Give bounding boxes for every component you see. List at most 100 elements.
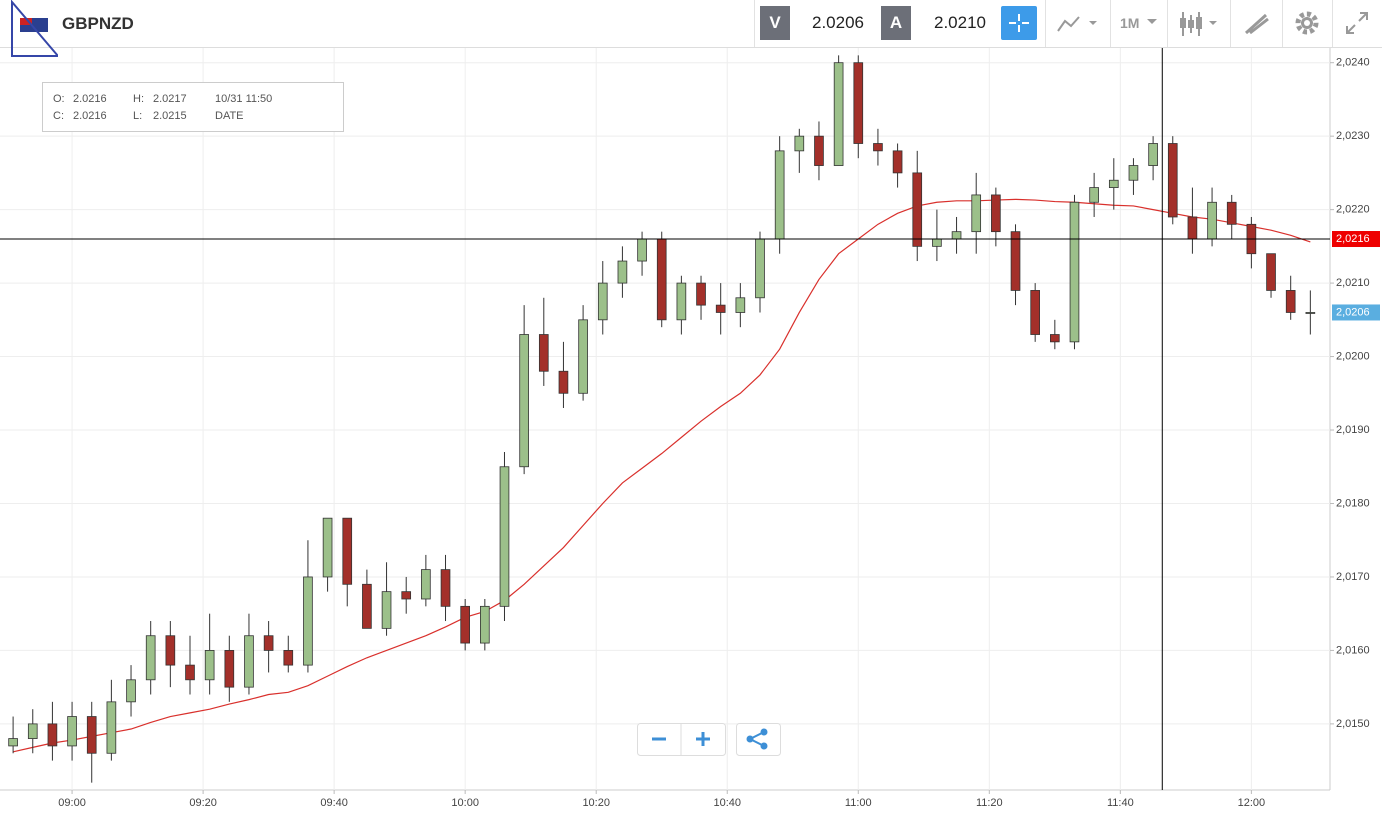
candle-body [1266,253,1276,291]
high-value: 2.0217 [153,93,187,105]
x-tick-label: 11:00 [845,797,872,809]
zoom-in-button[interactable] [696,732,710,746]
bid-label: V [760,6,790,40]
candle-body [440,569,451,607]
high-label: H: [133,93,144,105]
symbol: GBPNZD [62,14,134,33]
candle-body [578,319,588,394]
y-tick-label: 2,0220 [1336,204,1370,216]
candle-body [735,297,746,313]
low-value: 2.0215 [153,110,187,122]
candle-body [1030,290,1040,335]
candle-body [833,62,844,166]
candle-body [401,591,412,600]
candle-body [1305,312,1316,314]
x-tick-label: 09:00 [58,797,86,809]
candle-body [1128,165,1139,181]
candle-body [8,738,18,747]
candle-body [696,282,706,306]
chart-type-button[interactable] [1055,9,1105,39]
close-label: C: [53,110,64,122]
candle-body [303,576,313,666]
y-tick-label: 2,0210 [1336,277,1370,289]
candle-body [106,701,117,754]
candle-body [1108,179,1119,188]
x-tick-label: 11:40 [1107,797,1134,809]
candle-body [774,150,785,240]
candle-body [597,282,608,321]
candle-body [224,650,235,688]
crosshair-price-box [1332,231,1380,248]
candle-body [892,150,903,174]
close-value: 2.0216 [73,110,107,122]
y-tick-label: 2,0160 [1336,644,1370,656]
candle-body [1187,216,1198,240]
candle-body [617,260,628,284]
candle-body [794,135,805,152]
bid-price[interactable]: 2.0206 [812,13,864,32]
candle-body [460,605,470,644]
date-label: DATE [215,110,244,122]
ohlc-info: O: 2.0216 H: 2.0217 10/31 11:50 C: 2.021… [42,82,344,132]
y-tick-label: 2,0240 [1336,57,1370,69]
y-tick-label: 2,0150 [1336,718,1370,730]
ask-price[interactable]: 2.0210 [934,13,986,32]
open-label: O: [53,93,65,105]
candle-body [814,135,824,166]
candle-body [185,664,195,681]
candle-body [204,650,215,681]
x-tick-label: 09:20 [189,797,217,809]
candle-body [971,194,982,233]
candle-body [912,172,923,247]
flag-icon [11,0,58,57]
candle-body [755,238,765,299]
y-tick-label: 2,0190 [1336,424,1370,436]
candle-body [86,716,97,754]
x-tick-label: 10:00 [451,797,479,809]
candle-body [283,650,294,666]
candle-body [1167,143,1178,218]
candle-body [145,635,156,681]
candle-body [1207,201,1217,240]
candle-body [519,334,529,468]
candle-body [381,591,392,629]
toolbar: GBPNZD V 2.0206 A 2.0210 1M [0,0,1382,57]
candle-body [932,238,942,247]
period-button[interactable]: 1M [1120,15,1140,31]
open-value: 2.0216 [73,93,107,105]
candle-body [873,143,883,152]
candle-body [67,716,77,747]
candle-button[interactable] [1177,9,1227,39]
candle-body [342,517,353,585]
y-tick-label: 2,0180 [1336,497,1370,509]
candle-body [1089,187,1099,203]
candle-body [951,231,962,240]
x-tick-label: 10:40 [713,797,741,809]
candle-body [421,569,431,600]
last-price-label: 2,0206 [1336,306,1370,318]
draw-button[interactable] [1242,9,1272,39]
candle-body [656,238,667,321]
crosshair-button[interactable] [1001,6,1037,40]
candle-body [853,62,864,144]
share-button[interactable] [746,728,768,750]
settings-button[interactable] [1293,9,1323,39]
y-tick-label: 2,0170 [1336,571,1370,583]
y-tick-label: 2,0230 [1336,130,1370,142]
candle-body [47,723,58,747]
x-tick-label: 09:40 [320,797,348,809]
candle-body [715,304,726,313]
candle-body [244,635,254,688]
candle-body [1226,201,1237,225]
candle-body [558,370,569,394]
candle-body [499,466,510,607]
x-tick-label: 11:20 [976,797,1003,809]
candle-body [126,679,136,703]
candle-body [322,517,333,578]
y-tick-label: 2,0200 [1336,350,1370,362]
x-tick-label: 12:00 [1238,797,1266,809]
candle-body [27,723,38,739]
fullscreen-button[interactable] [1343,9,1373,39]
